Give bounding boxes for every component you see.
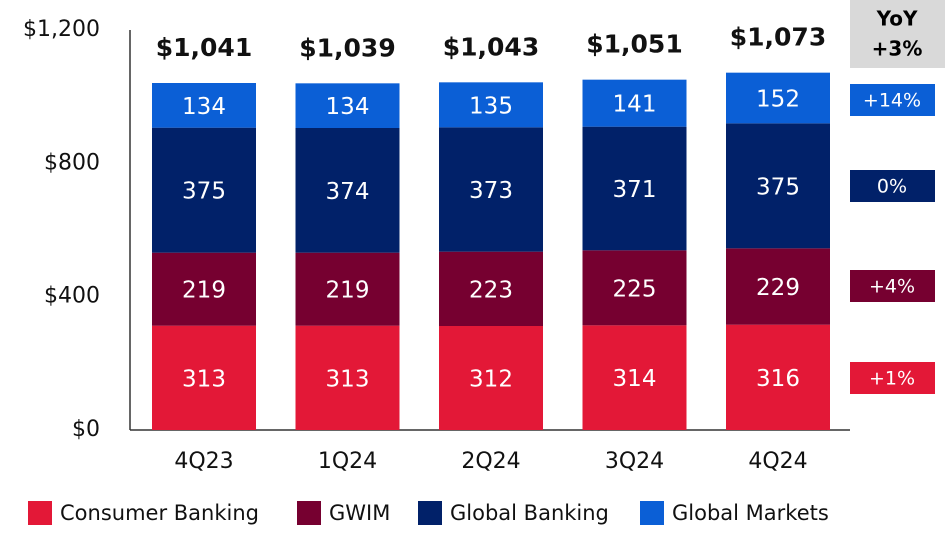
bar-segment xyxy=(152,83,256,128)
bar-segment xyxy=(295,128,400,253)
segment-label: 135 xyxy=(469,93,513,119)
bar-segment xyxy=(439,326,543,430)
bar-segment xyxy=(582,325,687,430)
segment-label: 375 xyxy=(756,174,800,200)
bar-segment xyxy=(582,79,687,127)
y-tick-label: $400 xyxy=(44,284,100,309)
segment-label: 313 xyxy=(326,366,370,392)
bar-segment xyxy=(726,72,830,124)
yoy-total: +3% xyxy=(872,37,923,61)
total-label: $1,051 xyxy=(586,30,682,59)
segment-label: 225 xyxy=(613,276,657,302)
yoy-box xyxy=(850,270,935,302)
segment-label: 134 xyxy=(326,94,370,120)
legend-label: Consumer Banking xyxy=(60,501,259,525)
total-label: $1,041 xyxy=(156,33,252,62)
segment-label: 373 xyxy=(469,178,513,204)
y-tick-label: $0 xyxy=(72,417,100,442)
bar-segment xyxy=(152,127,256,253)
segment-label: 219 xyxy=(326,278,370,304)
bar-segment xyxy=(726,248,830,325)
bar-segment xyxy=(439,251,543,326)
x-tick-label: 3Q24 xyxy=(605,449,664,474)
segment-label: 229 xyxy=(756,275,800,301)
legend-swatch xyxy=(640,501,664,525)
bar-segment xyxy=(295,325,400,430)
yoy-box xyxy=(850,170,935,202)
bar-segment xyxy=(295,252,400,326)
legend-swatch xyxy=(297,501,321,525)
bar-segment xyxy=(582,126,687,251)
segment-label: 374 xyxy=(326,179,370,205)
x-tick-label: 4Q23 xyxy=(174,449,233,474)
legend-label: Global Markets xyxy=(672,501,829,525)
bar-segment xyxy=(439,127,543,252)
bar-segment xyxy=(582,250,687,326)
segment-label: 223 xyxy=(469,277,513,303)
yoy-label: +14% xyxy=(863,90,921,112)
legend-swatch xyxy=(28,501,52,525)
segment-label: 375 xyxy=(182,179,226,205)
x-tick-label: 2Q24 xyxy=(461,449,520,474)
yoy-label: 0% xyxy=(877,176,907,198)
bar-segment xyxy=(726,324,830,430)
segment-label: 312 xyxy=(469,367,513,393)
y-tick-label: $800 xyxy=(44,150,100,175)
segment-label: 134 xyxy=(182,94,226,120)
legend-label: Global Banking xyxy=(450,501,609,525)
yoy-box xyxy=(850,362,935,394)
yoy-box xyxy=(850,84,935,116)
total-label: $1,043 xyxy=(443,32,539,61)
segment-label: 371 xyxy=(613,177,657,203)
segment-label: 316 xyxy=(756,366,800,392)
bar-segment xyxy=(726,123,830,249)
segment-label: 141 xyxy=(613,92,657,118)
bar-segment xyxy=(439,82,543,128)
y-tick-label: $1,200 xyxy=(23,17,100,42)
segment-label: 313 xyxy=(182,366,226,392)
bar-segment xyxy=(152,252,256,326)
total-label: $1,039 xyxy=(299,34,395,63)
legend-swatch xyxy=(418,501,442,525)
yoy-label: +1% xyxy=(869,368,915,390)
yoy-title: YoY xyxy=(876,7,918,31)
segment-label: 152 xyxy=(756,87,800,113)
segment-label: 314 xyxy=(613,366,657,392)
yoy-header-box xyxy=(850,0,945,68)
segment-label: 219 xyxy=(182,278,226,304)
legend-label: GWIM xyxy=(329,501,390,525)
total-label: $1,073 xyxy=(730,22,826,51)
bar-segment xyxy=(295,83,400,128)
x-tick-label: 4Q24 xyxy=(748,449,807,474)
yoy-label: +4% xyxy=(869,276,915,298)
x-tick-label: 1Q24 xyxy=(318,449,377,474)
bar-segment xyxy=(152,325,256,430)
